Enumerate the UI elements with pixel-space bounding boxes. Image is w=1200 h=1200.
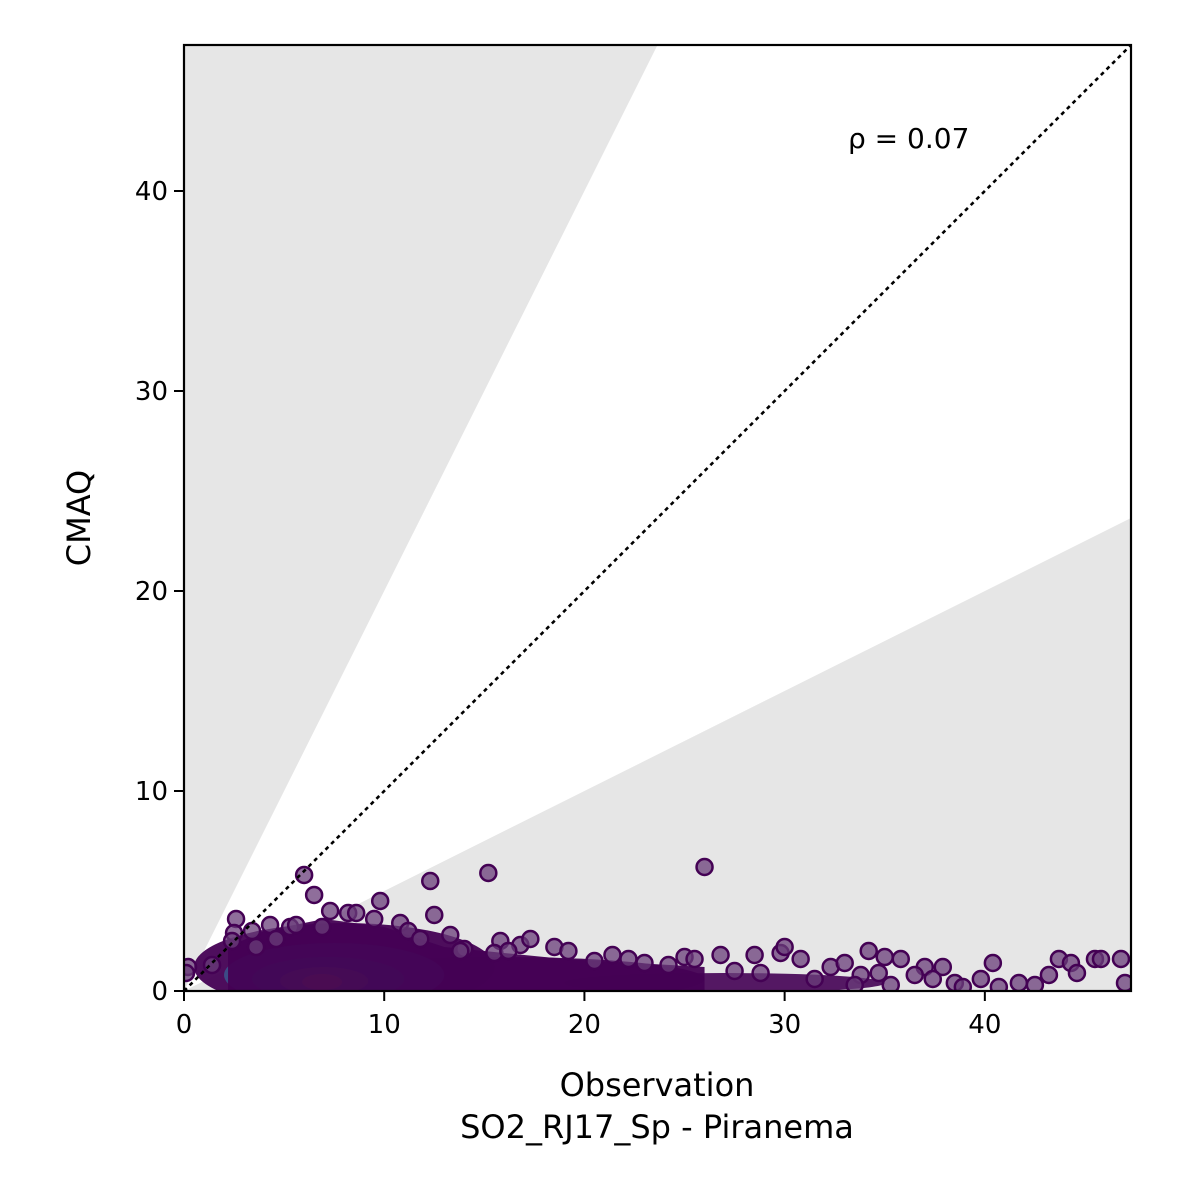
data-point [711,945,730,965]
x-axis: 0 10 20 30 40 [176,991,1001,1040]
data-point [370,891,390,911]
data-point [875,947,894,967]
x-axis-label: Observation [560,1066,755,1104]
data-point [685,949,704,969]
y-axis: 0 10 20 30 40 [135,177,184,1007]
x-axis-sublabel: SO2_RJ17_Sp - Piranema [460,1108,854,1146]
data-point [1009,973,1029,991]
data-point [246,937,266,957]
data-point [953,977,973,991]
plot-area [184,45,1131,991]
data-point [304,885,324,905]
data-point [451,941,470,961]
data-point [933,957,953,977]
plot-frame [182,43,1133,993]
upper-error-band [184,45,658,991]
x-tick-label: 20 [568,1010,601,1040]
data-point [1039,965,1059,985]
data-point [859,941,878,961]
y-tick-label: 10 [135,777,168,807]
data-point [983,953,1003,973]
data-point [805,969,824,989]
data-point [1025,975,1045,991]
data-point [441,925,460,945]
data-point [791,949,810,969]
data-point [659,955,678,975]
data-point [479,863,498,883]
data-point [266,929,286,949]
data-point [184,963,196,983]
data-point [869,963,888,983]
data-point [425,905,444,925]
y-axis-label: CMAQ [60,470,98,566]
data-point [635,953,654,973]
data-point [585,951,604,971]
y-tick-label: 0 [151,977,168,1007]
one-to-one-line [184,45,1131,991]
data-point [286,915,306,935]
data-point [881,975,900,991]
data-point [1067,963,1087,983]
data-point [745,945,764,965]
data-point [222,931,242,951]
lower-error-band [184,518,1131,991]
y-tick-label: 20 [135,577,168,607]
data-point [775,937,794,957]
data-point [1115,973,1131,991]
data-point [364,909,384,929]
data-point [751,963,770,983]
data-point [312,917,332,937]
data-point [619,949,638,969]
data-point [891,949,911,969]
data-point [346,903,366,923]
y-tick-label: 30 [135,377,168,407]
data-point [499,941,518,961]
data-point [989,977,1009,991]
data-point [421,871,440,891]
data-point [835,953,854,973]
data-point [242,921,262,941]
data-point [695,857,714,877]
x-tick-label: 0 [176,1010,193,1040]
data-point [294,865,314,885]
y-tick-label: 40 [135,177,168,207]
x-tick-label: 30 [768,1010,801,1040]
x-tick-label: 10 [368,1010,401,1040]
x-tick-label: 40 [968,1010,1001,1040]
data-point [202,955,222,975]
data-point [845,975,864,991]
data-point [1111,949,1131,969]
data-point [559,941,578,961]
data-point [923,969,943,989]
data-point [725,961,744,981]
data-point [1091,949,1111,969]
correlation-annotation: ρ = 0.07 [848,122,969,155]
data-point [320,901,340,921]
data-point [410,929,430,949]
data-point [603,945,622,965]
data-point [905,965,925,985]
data-point [971,969,991,989]
points-layer [184,857,1131,991]
data-point [521,929,540,949]
